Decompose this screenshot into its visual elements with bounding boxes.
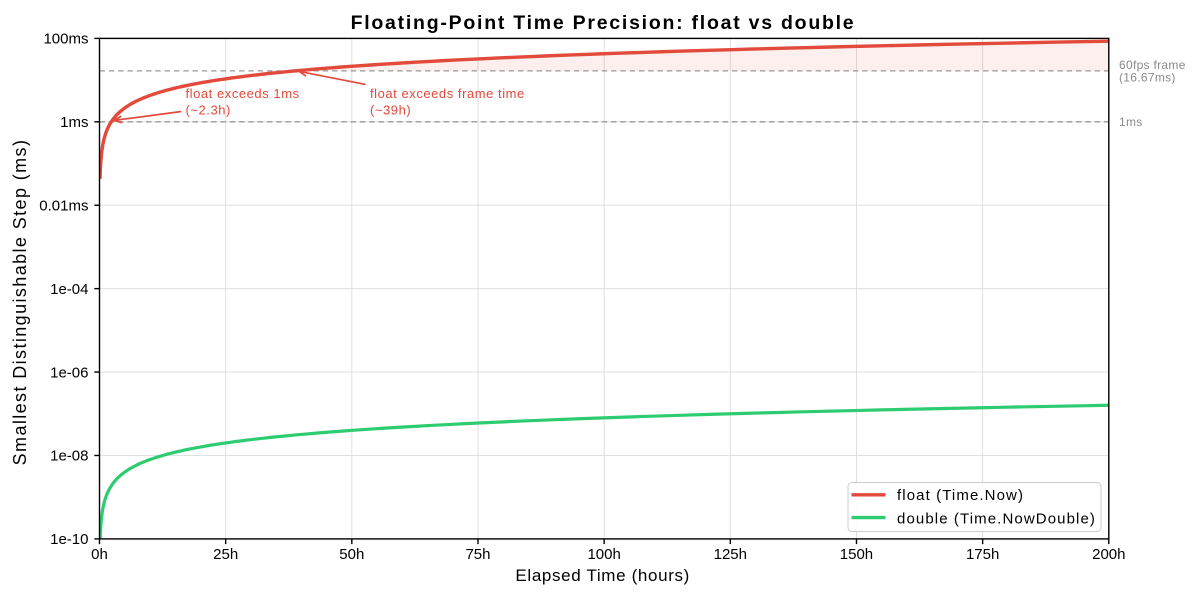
svg-text:50h: 50h <box>339 546 364 563</box>
svg-text:1e-04: 1e-04 <box>50 281 88 298</box>
svg-text:60fps frame: 60fps frame <box>1119 58 1186 72</box>
svg-text:25h: 25h <box>213 546 238 563</box>
svg-text:1ms: 1ms <box>60 114 88 131</box>
svg-text:100ms: 100ms <box>43 31 88 48</box>
svg-text:75h: 75h <box>465 546 490 563</box>
svg-text:1e-06: 1e-06 <box>50 364 88 381</box>
svg-text:1ms: 1ms <box>1119 115 1143 129</box>
svg-text:Elapsed Time (hours): Elapsed Time (hours) <box>515 566 690 585</box>
svg-text:150h: 150h <box>840 546 873 563</box>
svg-text:0.01ms: 0.01ms <box>39 197 88 214</box>
svg-text:200h: 200h <box>1092 546 1125 563</box>
svg-text:100h: 100h <box>587 546 620 563</box>
svg-text:Floating-Point Time Precision:: Floating-Point Time Precision: float vs … <box>351 12 856 34</box>
svg-text:0h: 0h <box>91 546 108 563</box>
svg-text:float (Time.Now): float (Time.Now) <box>897 487 1024 504</box>
svg-text:double (Time.NowDouble): double (Time.NowDouble) <box>897 511 1096 528</box>
svg-text:float exceeds frame time: float exceeds frame time <box>370 86 525 101</box>
svg-text:175h: 175h <box>966 546 999 563</box>
svg-text:1e-08: 1e-08 <box>50 448 88 465</box>
svg-text:1e-10: 1e-10 <box>50 531 88 548</box>
svg-text:(16.67ms): (16.67ms) <box>1119 71 1176 85</box>
svg-text:Smallest Distinguishable Step: Smallest Distinguishable Step (ms) <box>10 139 30 466</box>
svg-text:(~39h): (~39h) <box>370 103 411 118</box>
svg-text:(~2.3h): (~2.3h) <box>186 103 231 118</box>
svg-text:float exceeds 1ms: float exceeds 1ms <box>186 86 300 101</box>
svg-text:125h: 125h <box>714 546 747 563</box>
